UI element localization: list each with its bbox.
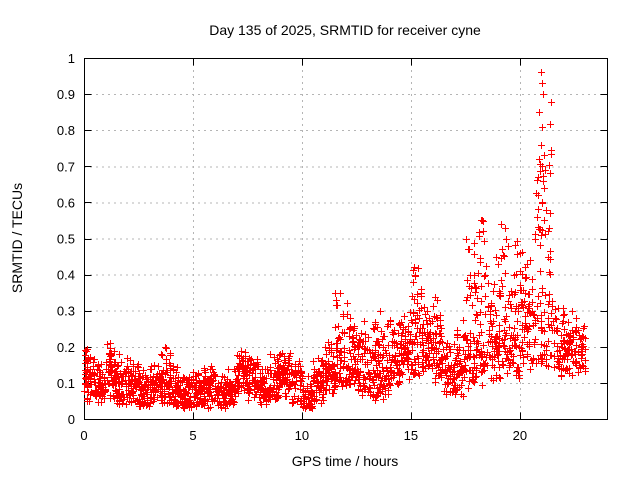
y-tick-label: 0.1 — [57, 376, 75, 391]
x-tick-labels: 0 5 10 15 20 — [80, 428, 527, 443]
x-tick-label: 5 — [189, 428, 196, 443]
y-tick-label: 0.7 — [57, 159, 75, 174]
scatter-plus-markers — [81, 69, 589, 412]
y-axis-label: SRMTID / TECUs — [9, 183, 25, 293]
x-tick-label: 20 — [513, 428, 527, 443]
x-tick-label: 0 — [80, 428, 87, 443]
y-tick-label: 0.5 — [57, 232, 75, 247]
grid-lines — [84, 58, 607, 419]
y-tick-label: 1 — [68, 51, 75, 66]
y-tick-label: 0.3 — [57, 304, 75, 319]
y-tick-label: 0.2 — [57, 340, 75, 355]
y-tick-label: 0 — [68, 412, 75, 427]
x-tick-label: 15 — [404, 428, 418, 443]
y-tick-label: 0.6 — [57, 195, 75, 210]
data-points — [81, 69, 589, 412]
y-tick-labels: 0 0.1 0.2 0.3 0.4 0.5 0.6 0.7 0.8 0.9 1 — [57, 51, 75, 427]
x-tick-label: 10 — [295, 428, 309, 443]
y-tick-label: 0.8 — [57, 123, 75, 138]
axes-and-ticks — [84, 58, 608, 420]
x-axis-label: GPS time / hours — [292, 453, 399, 469]
y-tick-label: 0.9 — [57, 87, 75, 102]
y-tick-label: 0.4 — [57, 268, 75, 283]
chart-title: Day 135 of 2025, SRMTID for receiver cyn… — [209, 22, 481, 38]
